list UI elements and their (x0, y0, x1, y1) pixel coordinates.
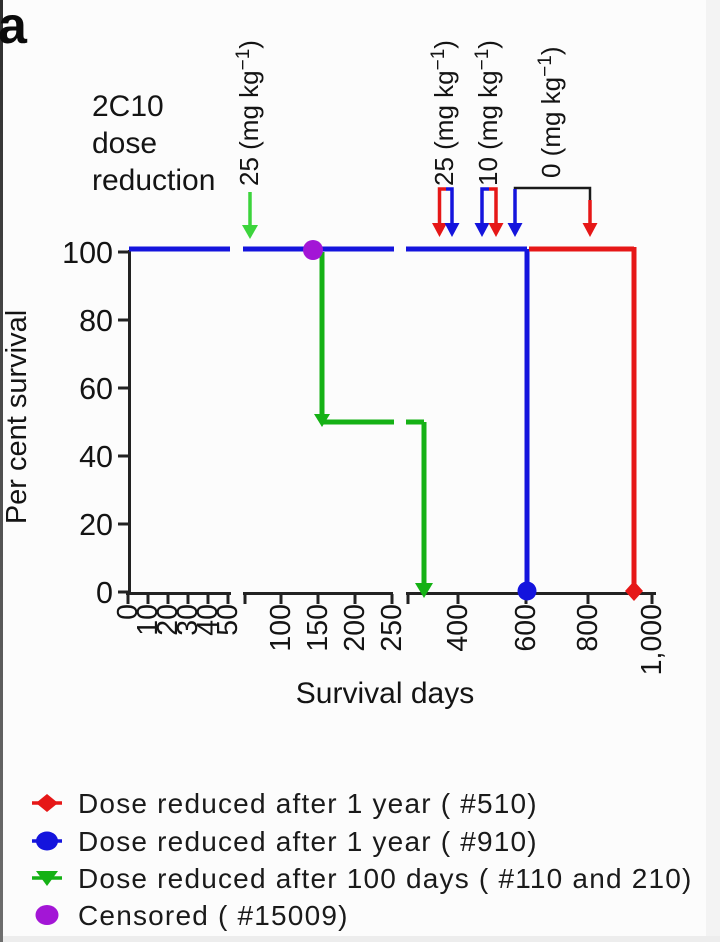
svg-text:2C10: 2C10 (92, 90, 164, 123)
svg-text:200: 200 (339, 604, 371, 652)
svg-text:Dose reduced after 1 year ( #9: Dose reduced after 1 year ( #910) (78, 826, 538, 857)
svg-text:400: 400 (442, 604, 474, 652)
svg-text:250: 250 (376, 604, 408, 652)
svg-text:Per cent survival: Per cent survival (1, 310, 33, 524)
svg-text:1,000: 1,000 (636, 604, 668, 675)
svg-text:150: 150 (302, 604, 334, 652)
svg-text:800: 800 (572, 604, 604, 652)
svg-text:20: 20 (79, 508, 113, 542)
svg-text:Dose reduced after 100 days (: Dose reduced after 100 days ( #110 and 2… (78, 863, 693, 894)
svg-text:0: 0 (96, 576, 113, 610)
svg-text:Censored ( #15009): Censored ( #15009) (78, 900, 349, 931)
svg-text:60: 60 (79, 372, 113, 406)
svg-text:Dose reduced after 1 year ( #5: Dose reduced after 1 year ( #510) (78, 788, 538, 819)
svg-text:dose: dose (92, 127, 157, 160)
svg-text:80: 80 (79, 304, 113, 338)
svg-text:20: 20 (152, 604, 184, 636)
svg-text:Survival days: Survival days (296, 677, 474, 710)
svg-text:10: 10 (132, 604, 164, 636)
svg-text:reduction: reduction (92, 164, 215, 197)
svg-text:40: 40 (192, 604, 224, 636)
svg-text:a: a (0, 0, 28, 55)
svg-text:100: 100 (62, 236, 113, 270)
svg-text:100: 100 (265, 604, 297, 652)
svg-text:0: 0 (112, 604, 144, 620)
svg-text:40: 40 (79, 440, 113, 474)
svg-text:600: 600 (510, 604, 542, 652)
svg-text:50: 50 (212, 604, 244, 636)
svg-text:30: 30 (172, 604, 204, 636)
